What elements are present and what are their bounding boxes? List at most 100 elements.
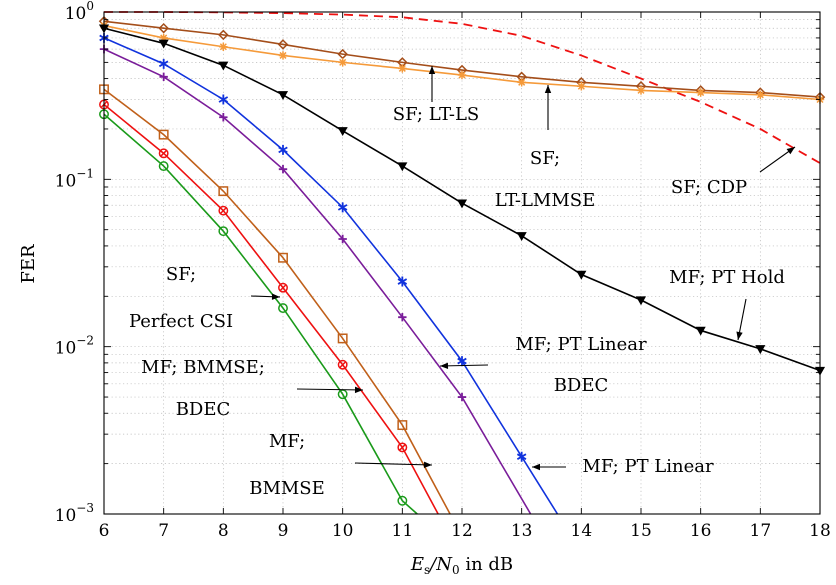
x-tick-label: 15 (630, 521, 652, 541)
marker-star (577, 82, 586, 91)
marker-star (159, 33, 168, 43)
y-tick-exp: −3 (76, 501, 94, 515)
marker-circle (158, 161, 169, 172)
marker-circle (218, 226, 229, 237)
series-line-sf_cdp (104, 11, 821, 164)
marker-star (696, 88, 705, 97)
y-axis-title: FER (18, 244, 39, 284)
x-tick-label: 17 (750, 521, 772, 541)
arrow-mf-pt-linear-head (532, 463, 540, 471)
annotations: SF; LT-LS SF; LT-LMMSE SF; CDP MF; PT Hold MF… (129, 66, 796, 499)
marker-diamond (218, 29, 229, 41)
arrow-sf-lt-lmmse-head (544, 85, 552, 93)
x-axis-title: Es/N0 in dB (410, 554, 513, 577)
marker-asterisk (278, 144, 288, 155)
marker-triangle-down (695, 326, 706, 336)
x-tick-label: 7 (158, 521, 169, 541)
marker-star (517, 78, 526, 87)
marker-slash (220, 207, 227, 214)
x-tick-label: 6 (99, 521, 110, 541)
ann-sf-cdp-line: SF; CDP (671, 177, 747, 198)
marker-plus (219, 113, 228, 122)
series-line-sf_lt_ls (103, 20, 821, 98)
marker-triangle-down (277, 91, 289, 101)
marker-star (278, 51, 288, 60)
marker-asterisk (337, 202, 348, 213)
marker-slash (399, 444, 406, 451)
ann-mf-pt-linear-bdec-line: MF; PT Linear (515, 334, 647, 355)
ann-sf-perfect-csi-line: Perfect CSI (129, 311, 233, 332)
y-tick-base: 10 (55, 171, 77, 191)
y-tick-base: 10 (65, 4, 87, 24)
y-tick-label: 100 (65, 0, 94, 24)
x-tick-label: 13 (511, 521, 533, 541)
series-line-sf_perfect_csi (103, 88, 451, 515)
marker-square (397, 420, 408, 431)
marker-circle-dot (337, 359, 348, 370)
marker-plus (398, 313, 407, 322)
marker-circle-dot (158, 148, 169, 159)
ann-mf-bmmse-line: MF; (269, 431, 305, 452)
x-tick-label: 18 (809, 521, 831, 541)
marker-triangle-down (635, 296, 647, 306)
marker-triangle-down (337, 127, 348, 137)
ann-mf-bmmse-bdec-line: BDEC (176, 399, 231, 420)
y-tick-base: 10 (55, 506, 77, 526)
marker-asterisk (218, 94, 229, 105)
marker-triangle-down (397, 162, 408, 172)
series-line-mf_bmmse (103, 113, 418, 515)
marker-slash (279, 284, 287, 291)
x-axis-title-slash: /N (428, 554, 453, 575)
marker-star (219, 42, 228, 51)
y-tick-exp: 0 (86, 0, 94, 13)
marker-diamond (158, 22, 169, 34)
y-tick-label: 10−2 (55, 334, 94, 359)
ann-mf-pt-hold-line: MF; PT Hold (669, 267, 785, 288)
ann-sf-perfect-csi-line: SF; (166, 264, 196, 285)
arrow-sf-lt-ls-head (428, 66, 436, 74)
ann-sf-lt-ls-line: SF; LT-LS (393, 104, 480, 125)
x-tick-label: 8 (218, 521, 229, 541)
marker-diamond (277, 39, 289, 50)
ann-mf-pt-linear-bdec-line: BDEC (554, 375, 609, 396)
marker-slash (339, 361, 346, 368)
marker-star (338, 58, 347, 67)
marker-square (337, 333, 348, 344)
marker-slash (160, 150, 167, 157)
x-tick-label: 12 (451, 521, 473, 541)
marker-circle (397, 495, 408, 506)
x-tick-label: 11 (392, 521, 414, 541)
ann-mf-bmmse-bdec-line: MF; BMMSE; (141, 357, 265, 378)
arrow-mf-pt-linear-bdec-head (440, 362, 449, 370)
y-tick-base: 10 (55, 339, 77, 359)
arrow-mf-pt-linear-bdec (439, 364, 489, 367)
markers (98, 16, 826, 506)
marker-triangle-down (755, 345, 766, 355)
marker-star (457, 70, 467, 80)
x-axis-title-var: E (410, 554, 424, 575)
x-tick-label: 14 (571, 521, 593, 541)
grid (104, 12, 820, 514)
y-tick-exp: −2 (76, 334, 94, 348)
marker-circle-dot (397, 442, 408, 453)
ann-mf-bmmse-line: BMMSE (249, 478, 325, 499)
series-line-mf_pt_linear_bdec (103, 48, 532, 515)
marker-square (158, 129, 169, 140)
marker-asterisk (397, 276, 408, 287)
marker-triangle-down (218, 61, 229, 71)
marker-plus (278, 164, 288, 174)
marker-triangle-down (516, 232, 527, 241)
arrow-mf-bmmse (354, 462, 433, 466)
marker-triangle-down (456, 199, 468, 209)
marker-star (398, 64, 407, 73)
y-tick-exp: −1 (76, 166, 94, 180)
ann-mf-pt-linear-line: MF; PT Linear (582, 456, 714, 477)
arrow-mf-bmmse-bdec (296, 388, 364, 391)
marker-asterisk (516, 451, 527, 462)
marker-square (218, 186, 229, 197)
marker-plus (159, 72, 168, 81)
marker-plus (338, 234, 347, 244)
x-axis-title-sub1: s (424, 563, 430, 577)
